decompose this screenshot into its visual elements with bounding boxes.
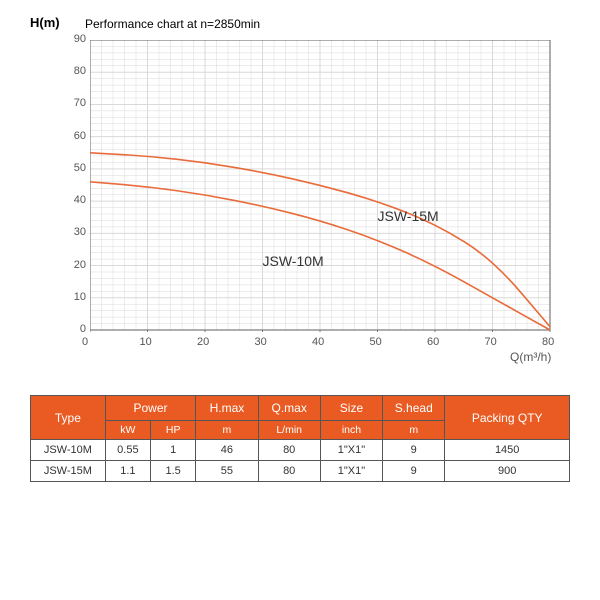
table-row: JSW-10M0.55146801"X1"91450 xyxy=(31,440,570,461)
x-tick: 40 xyxy=(312,336,324,348)
cell-size: 1"X1" xyxy=(320,440,382,461)
cell-kw: 0.55 xyxy=(105,440,150,461)
y-tick: 70 xyxy=(66,97,86,109)
x-tick: 70 xyxy=(485,336,497,348)
y-tick: 10 xyxy=(66,291,86,303)
cell-hmax: 46 xyxy=(196,440,258,461)
y-tick: 20 xyxy=(66,259,86,271)
cell-hmax: 55 xyxy=(196,461,258,482)
th-hmax: H.max xyxy=(196,396,258,421)
chart-subtitle: Performance chart at n=2850min xyxy=(85,17,260,31)
y-tick: 60 xyxy=(66,130,86,142)
th-size: Size xyxy=(320,396,382,421)
th-size-unit: inch xyxy=(320,421,382,440)
performance-chart: H(m) Performance chart at n=2850min 0 10 2… xyxy=(30,15,570,355)
x-tick: 10 xyxy=(140,336,152,348)
y-tick: 80 xyxy=(66,65,86,77)
th-packing: Packing QTY xyxy=(445,396,570,440)
x-tick: 80 xyxy=(542,336,554,348)
y-axis-title: H(m) xyxy=(30,15,60,30)
cell-qmax: 80 xyxy=(258,440,320,461)
table-row: JSW-15M1.11.555801"X1"9900 xyxy=(31,461,570,482)
th-kw: kW xyxy=(105,421,150,440)
x-tick: 20 xyxy=(197,336,209,348)
th-power: Power xyxy=(105,396,196,421)
th-type: Type xyxy=(31,396,106,440)
x-axis-title: Q(m³/h) xyxy=(510,350,551,364)
curve-label: JSW-15M xyxy=(378,208,439,224)
cell-shead: 9 xyxy=(383,440,445,461)
cell-hp: 1 xyxy=(151,440,196,461)
x-tick: 0 xyxy=(82,336,88,348)
cell-qmax: 80 xyxy=(258,461,320,482)
cell-kw: 1.1 xyxy=(105,461,150,482)
cell-type: JSW-15M xyxy=(31,461,106,482)
th-hmax-unit: m xyxy=(196,421,258,440)
cell-type: JSW-10M xyxy=(31,440,106,461)
cell-packing: 1450 xyxy=(445,440,570,461)
th-shead-unit: m xyxy=(383,421,445,440)
y-tick: 40 xyxy=(66,194,86,206)
y-tick: 0 xyxy=(66,323,86,335)
y-tick: 90 xyxy=(66,33,86,45)
th-qmax-unit: L/min xyxy=(258,421,320,440)
curve-label: JSW-10M xyxy=(263,253,324,269)
y-tick: 30 xyxy=(66,226,86,238)
x-tick: 50 xyxy=(370,336,382,348)
cell-size: 1"X1" xyxy=(320,461,382,482)
x-tick: 30 xyxy=(255,336,267,348)
th-hp: HP xyxy=(151,421,196,440)
spec-table: Type Power H.max Q.max Size S.head Packi… xyxy=(30,395,570,482)
cell-packing: 900 xyxy=(445,461,570,482)
x-tick: 60 xyxy=(427,336,439,348)
y-tick: 50 xyxy=(66,162,86,174)
cell-hp: 1.5 xyxy=(151,461,196,482)
th-shead: S.head xyxy=(383,396,445,421)
plot-svg xyxy=(90,40,552,332)
cell-shead: 9 xyxy=(383,461,445,482)
th-qmax: Q.max xyxy=(258,396,320,421)
